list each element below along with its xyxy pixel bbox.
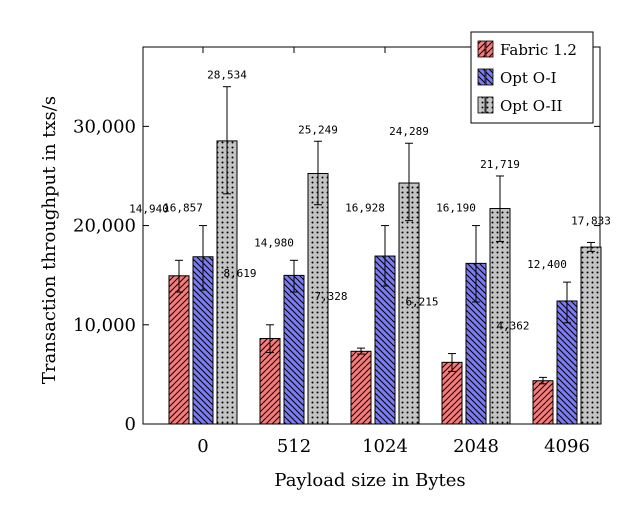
data-label-opt-o-ii: 25,249 bbox=[298, 123, 338, 136]
data-label-opt-o-i: 14,980 bbox=[254, 236, 294, 249]
bar-opt-o-ii bbox=[580, 246, 602, 425]
legend-swatch-opt-o-i-2 bbox=[485, 68, 494, 86]
x-tick-label: 1024 bbox=[362, 436, 408, 457]
legend-label-opt-o-ii: Opt O-II bbox=[500, 97, 563, 115]
data-label-opt-o-ii: 17,833 bbox=[571, 215, 611, 228]
bar-fabric bbox=[350, 350, 372, 425]
data-label-opt-o-ii: 24,289 bbox=[389, 125, 429, 138]
data-label-opt-o-ii: 21,719 bbox=[480, 158, 520, 171]
bar-fabric bbox=[532, 380, 554, 425]
x-tick-label: 512 bbox=[277, 436, 311, 457]
data-label-opt-o-i: 12,400 bbox=[527, 258, 567, 271]
legend-swatch-opt-o-ii-2 bbox=[485, 96, 494, 114]
x-tick-label: 0 bbox=[197, 436, 208, 457]
data-label-fabric: 6,215 bbox=[405, 296, 438, 309]
data-label-fabric: 8,619 bbox=[223, 267, 256, 280]
legend-swatch-opt-o-i bbox=[477, 68, 486, 86]
legend: Fabric 1.2 Opt O-I Opt O-II bbox=[470, 31, 594, 124]
y-axis-label: Transaction throughput in txs/s bbox=[39, 96, 60, 384]
x-tick-label: 2048 bbox=[453, 436, 499, 457]
bar-fabric bbox=[168, 275, 190, 425]
legend-label-fabric: Fabric 1.2 bbox=[500, 41, 577, 59]
y-tick-label: 20,000 bbox=[73, 216, 136, 237]
data-label-fabric: 14,940 bbox=[129, 202, 169, 215]
data-label-opt-o-i: 16,857 bbox=[163, 202, 203, 215]
y-tick-label: 30,000 bbox=[73, 116, 136, 137]
data-label-opt-o-i: 16,928 bbox=[345, 202, 385, 215]
data-label-opt-o-i: 16,190 bbox=[436, 202, 476, 215]
legend-swatch-fabric bbox=[477, 40, 486, 58]
y-tick-label: 0 bbox=[125, 414, 136, 435]
bar-opt-o-i bbox=[283, 274, 305, 425]
x-axis-label: Payload size in Bytes bbox=[274, 470, 465, 491]
data-label-fabric: 7,328 bbox=[314, 290, 347, 303]
data-label-opt-o-ii: 28,534 bbox=[207, 69, 247, 82]
y-tick-label: 10,000 bbox=[73, 315, 136, 336]
legend-swatch-opt-o-ii bbox=[477, 96, 486, 114]
data-label-fabric: 4,362 bbox=[496, 319, 529, 332]
legend-swatch-fabric-2 bbox=[485, 40, 494, 58]
legend-label-opt-o-i: Opt O-I bbox=[500, 69, 557, 87]
x-tick-label: 4096 bbox=[544, 436, 590, 457]
